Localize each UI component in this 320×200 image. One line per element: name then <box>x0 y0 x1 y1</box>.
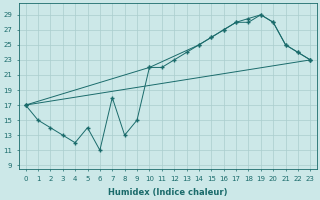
X-axis label: Humidex (Indice chaleur): Humidex (Indice chaleur) <box>108 188 228 197</box>
